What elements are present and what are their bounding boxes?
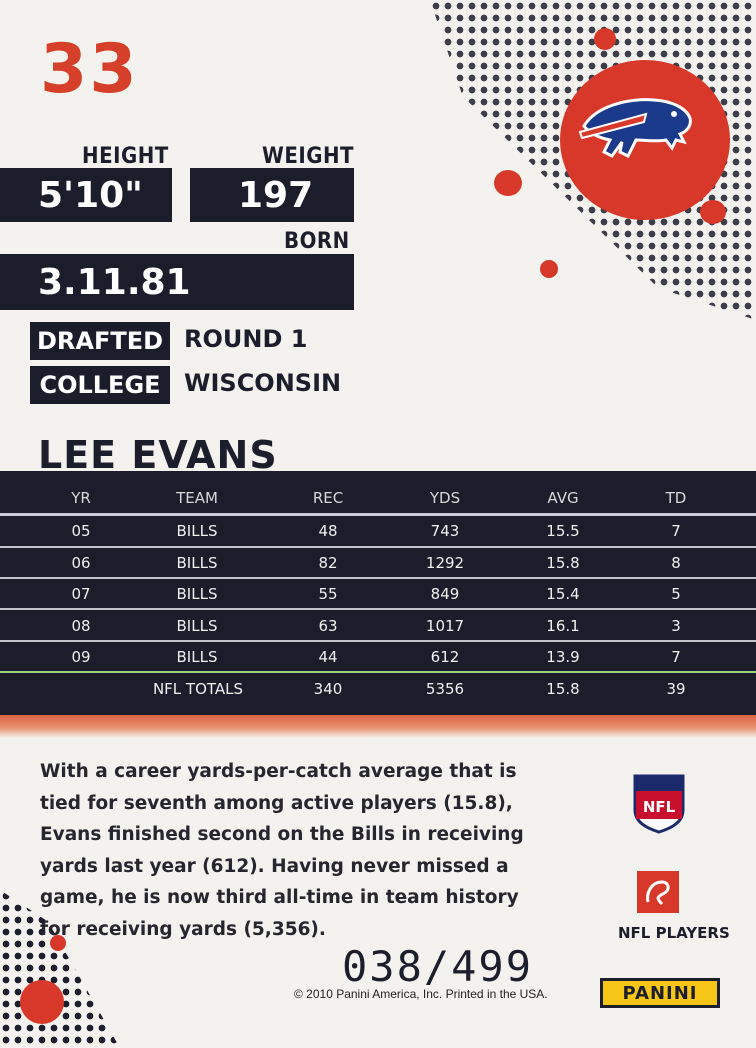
- cell-yds: 612: [430, 648, 460, 666]
- orange-grunge-band: [0, 712, 756, 738]
- table-rule: [0, 513, 756, 516]
- cell-team: BILLS: [176, 522, 218, 540]
- header-rec: REC: [312, 489, 344, 507]
- stats-table: YR TEAM REC YDS AVG TD 05 BILLS 48 743 1…: [0, 471, 756, 715]
- player-blurb: With a career yards-per-catch average th…: [40, 761, 524, 940]
- copyright-text: © 2010 Panini America, Inc. Printed in t…: [294, 987, 548, 1001]
- header-avg: AVG: [547, 489, 579, 507]
- cell-yr: 07: [71, 585, 91, 603]
- header-yds: YDS: [429, 489, 461, 507]
- table-header-row: YR TEAM REC YDS AVG TD: [0, 483, 756, 513]
- panini-logo-text: PANINI: [622, 982, 698, 1004]
- college-label: COLLEGE: [30, 366, 170, 404]
- header-yr: YR: [71, 489, 91, 507]
- table-rule: [0, 546, 756, 548]
- born-value: 3.11.81: [0, 254, 354, 310]
- cell-team: BILLS: [176, 585, 218, 603]
- cell-rec: 82: [318, 554, 338, 572]
- cell-rec: 44: [318, 648, 338, 666]
- cell-td: 8: [671, 554, 681, 572]
- cell-rec: 55: [318, 585, 338, 603]
- cell-td: 3: [671, 617, 681, 635]
- table-row: 08 BILLS 63 1017 16.1 3: [0, 611, 756, 641]
- serial-number: 038/499: [342, 942, 534, 991]
- cell-yr: 09: [71, 648, 91, 666]
- nfl-players-label: NFL PLAYERS: [618, 924, 730, 942]
- table-row: 09 BILLS 44 612 13.9 7: [0, 642, 756, 672]
- height-value: 5'10": [0, 168, 172, 222]
- cell-avg: 15.8: [546, 554, 580, 572]
- header-td: TD: [665, 489, 687, 507]
- totals-td: 39: [666, 680, 686, 698]
- red-splatter-bottom-2: [50, 935, 66, 951]
- nfl-shield-icon: NFL: [633, 774, 685, 834]
- cell-td: 5: [671, 585, 681, 603]
- totals-label: NFL TOTALS: [152, 680, 244, 698]
- cell-yr: 08: [71, 617, 91, 635]
- weight-label: WEIGHT: [262, 144, 355, 169]
- totals-avg: 15.8: [546, 680, 580, 698]
- totals-yds: 5356: [425, 680, 465, 698]
- panini-logo: PANINI: [600, 978, 720, 1008]
- player-name: LEE EVANS: [38, 433, 278, 477]
- cell-team: BILLS: [176, 648, 218, 666]
- cell-avg: 13.9: [546, 648, 580, 666]
- cell-team: BILLS: [176, 617, 218, 635]
- cell-td: 7: [671, 522, 681, 540]
- table-rule: [0, 640, 756, 642]
- table-row: 05 BILLS 48 743 15.5 7: [0, 516, 756, 546]
- nfl-players-logo-icon: [637, 871, 679, 913]
- cell-yds: 849: [430, 585, 460, 603]
- table-row: 06 BILLS 82 1292 15.8 8: [0, 548, 756, 578]
- red-splatter-small-3: [594, 28, 616, 50]
- red-splatter-small-2: [540, 260, 558, 278]
- red-splatter-small-4: [700, 200, 726, 224]
- cell-yds: 743: [430, 522, 460, 540]
- cell-yds: 1017: [425, 617, 465, 635]
- red-splatter-small-1: [494, 170, 522, 196]
- weight-value: 197: [190, 168, 354, 222]
- cell-avg: 16.1: [546, 617, 580, 635]
- red-splatter-bottom: [20, 980, 64, 1024]
- cell-yds: 1292: [425, 554, 465, 572]
- cell-avg: 15.4: [546, 585, 580, 603]
- born-label: BORN: [284, 229, 350, 254]
- card-number: 33: [40, 30, 139, 109]
- cell-team: BILLS: [176, 554, 218, 572]
- table-rule: [0, 608, 756, 610]
- totals-rec: 340: [313, 680, 343, 698]
- table-totals-row: NFL TOTALS 340 5356 15.8 39: [0, 674, 756, 704]
- table-rule-totals: [0, 671, 756, 673]
- college-value: WISCONSIN: [184, 369, 342, 397]
- nfl-shield-text: NFL: [643, 798, 676, 816]
- cell-rec: 63: [318, 617, 338, 635]
- buffalo-bills-logo: [578, 98, 692, 159]
- table-row: 07 BILLS 55 849 15.4 5: [0, 579, 756, 609]
- drafted-label: DRAFTED: [30, 322, 170, 360]
- cell-td: 7: [671, 648, 681, 666]
- cell-avg: 15.5: [546, 522, 580, 540]
- drafted-value: ROUND 1: [184, 325, 308, 353]
- table-rule: [0, 577, 756, 579]
- cell-yr: 05: [71, 522, 91, 540]
- height-label: HEIGHT: [82, 144, 169, 169]
- cell-yr: 06: [71, 554, 91, 572]
- cell-rec: 48: [318, 522, 338, 540]
- header-team: TEAM: [176, 489, 218, 507]
